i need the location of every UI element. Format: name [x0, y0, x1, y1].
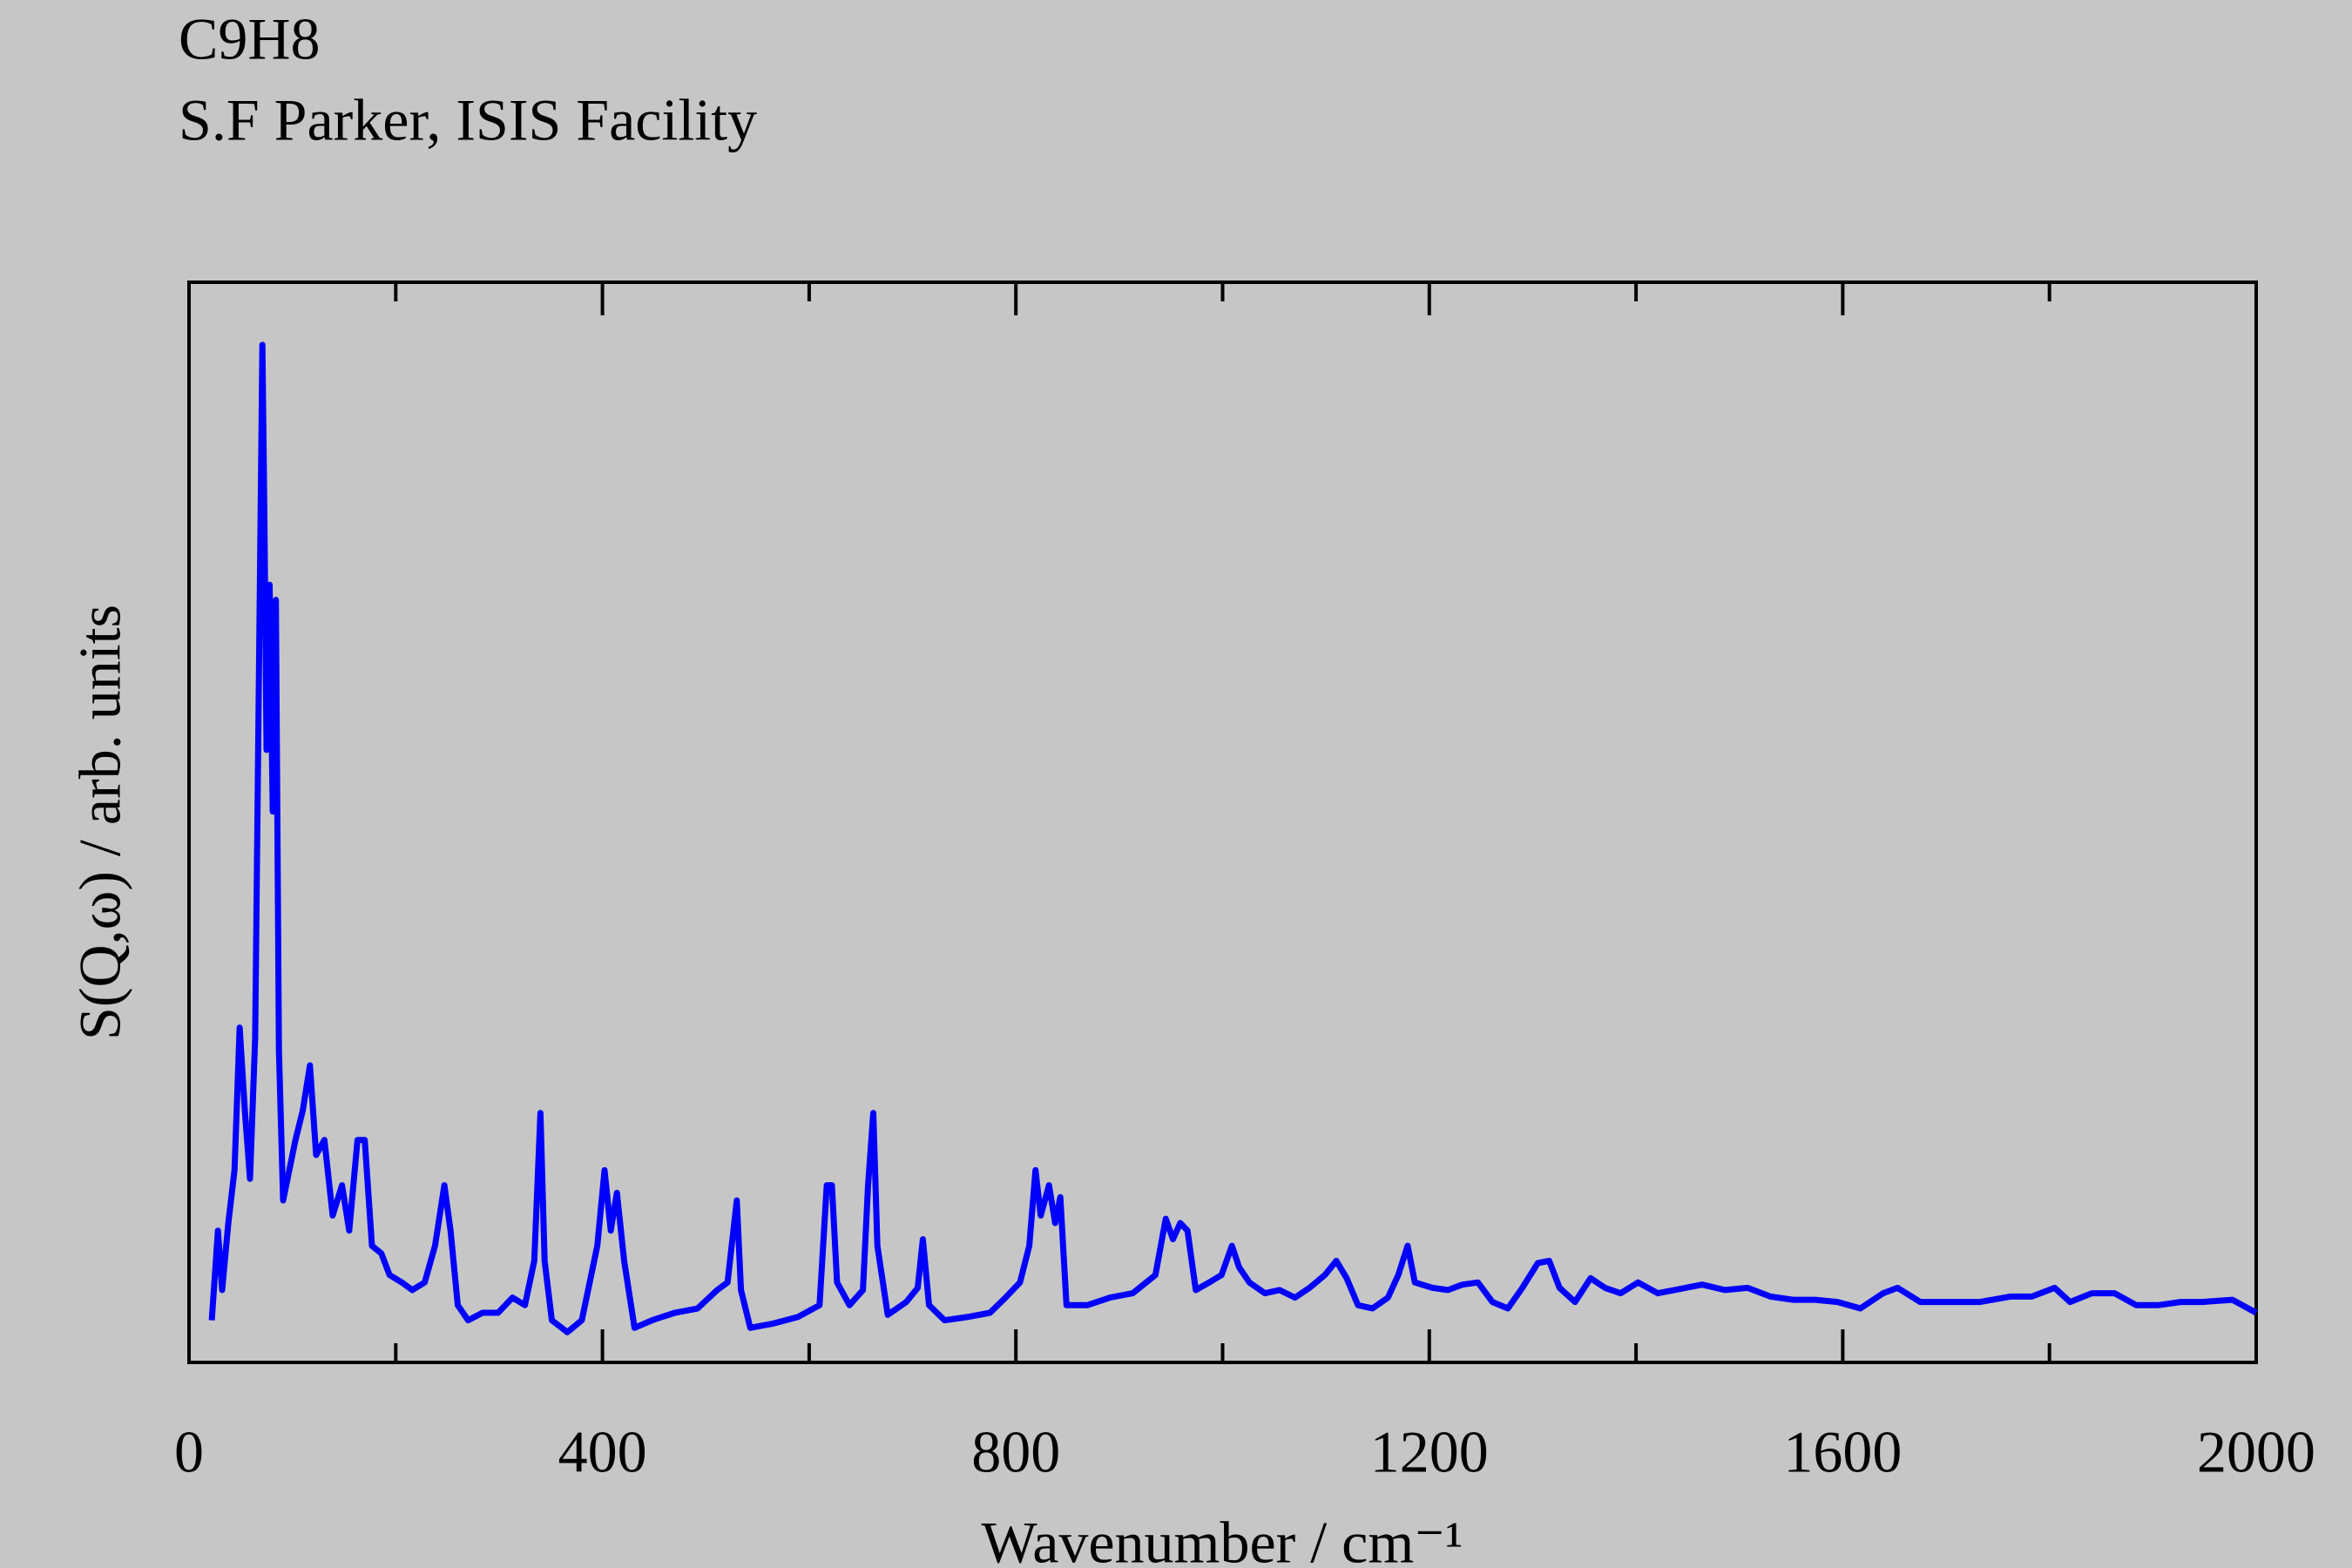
x-tick-label: 2000 — [2197, 1419, 2315, 1485]
x-tick-label: 800 — [971, 1419, 1060, 1485]
x-tick-label: 400 — [558, 1419, 647, 1485]
chart-subtitle: S.F Parker, ISIS Facility — [179, 87, 757, 153]
x-axis-label: Wavenumber / cm⁻¹ — [981, 1510, 1463, 1568]
spectrum-line — [208, 341, 2258, 1335]
chart-title: C9H8 — [179, 6, 320, 72]
x-tick-label: 1200 — [1370, 1419, 1489, 1485]
x-tick-label: 0 — [174, 1419, 204, 1485]
y-axis-label: S(Q,ω) / arb. units — [67, 605, 133, 1040]
x-tick-label: 1600 — [1783, 1419, 1902, 1485]
